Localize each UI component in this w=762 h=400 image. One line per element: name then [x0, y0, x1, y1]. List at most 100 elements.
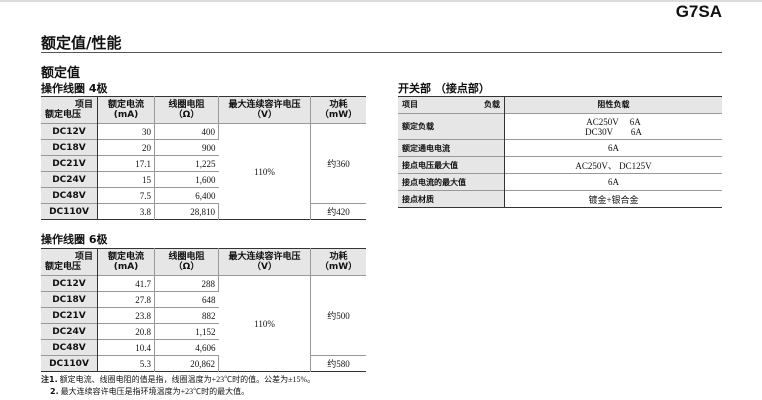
resistance-cell: 6,400 — [154, 187, 219, 204]
header-label: 额定电流 — [107, 252, 144, 262]
current-header: 额定电流 (mA) — [97, 248, 155, 276]
table-row: 额定负载 AC250V 6A DC30V 6A — [398, 113, 722, 140]
table-row: DC110V 3.8 28,810 约420 — [41, 203, 366, 220]
coil6-table: 项目 额定电压 额定电流 (mA) 线圈电阻 （Ω） 最大连续容许电压 （V） 功耗 （m… — [41, 248, 366, 372]
corner-voltage: 额定电压 — [45, 262, 82, 272]
header-unit: (mA) — [113, 110, 139, 120]
header-label: 功耗 — [329, 252, 348, 262]
item-cell: 接点材质 — [398, 190, 505, 208]
coil4-title: 操作线圈 4极 — [41, 82, 108, 95]
title-rule — [41, 52, 722, 53]
resistance-cell: 1,152 — [154, 323, 219, 340]
current-cell: 20 — [97, 139, 155, 156]
maxv-header: 最大连续容许电压 （V） — [218, 248, 311, 276]
note-text: 额定电流、线圈电阻的值是指，线圈温度为+23℃时的值。公差为±15%。 — [59, 375, 316, 384]
table-row: 接点材质 镀金+银合金 — [398, 190, 722, 208]
header-label: 线圈电阻 — [168, 252, 205, 262]
resistance-cell: 882 — [154, 307, 219, 324]
current-cell: 7.5 — [97, 187, 155, 204]
resistive-load-header: 阻性负载 — [504, 96, 722, 114]
power-header: 功耗 （mW） — [310, 248, 366, 276]
current-cell: 5.3 — [97, 355, 155, 372]
voltage-cell: DC110V — [41, 203, 98, 220]
model-name: G7SA — [675, 2, 722, 21]
header-label: 线圈电阻 — [168, 100, 205, 110]
table-row: DC48V 10.4 4,606 — [41, 339, 366, 356]
table-row: DC21V 17.1 1,225 — [41, 155, 366, 172]
header-unit: （mW） — [319, 110, 358, 120]
current-header: 额定电流 (mA) — [97, 96, 155, 124]
current-cell: 15 — [97, 171, 155, 188]
voltage-cell: DC12V — [41, 275, 98, 292]
power-cell: 约420 — [310, 203, 366, 220]
resistance-header: 线圈电阻 （Ω） — [154, 248, 219, 276]
voltage-cell: DC21V — [41, 307, 98, 324]
header-label: 最大连续容许电压 — [228, 100, 301, 110]
current-cell: 27.8 — [97, 291, 155, 308]
item-cell: 额定负载 — [398, 113, 505, 140]
table-row: DC24V 20.8 1,152 — [41, 323, 366, 340]
table-row: 接点电压最大值 AC250V、 DC125V — [398, 156, 722, 174]
current-cell: 20.8 — [97, 323, 155, 340]
table-row: DC110V 5.3 20,862 约580 — [41, 355, 366, 372]
header-unit: （Ω） — [173, 110, 200, 120]
voltage-cell: DC18V — [41, 139, 98, 156]
value-text: AC250V、 DC125V — [575, 160, 652, 171]
note-text: 最大连续容许电压是指环境温度为+23℃时的最大值。 — [60, 387, 250, 396]
power-cell: 约500 — [310, 275, 366, 356]
table-row: DC48V 7.5 6,400 — [41, 187, 366, 204]
coil6-title: 操作线圈 6极 — [41, 233, 108, 246]
value-cell: 6A — [504, 173, 722, 191]
corner-voltage: 额定电压 — [45, 110, 82, 120]
voltage-cell: DC24V — [41, 323, 98, 340]
table-row: DC12V 41.7 288 110% 约500 — [41, 275, 366, 372]
current-cell: 30 — [97, 123, 155, 140]
current-cell: 17.1 — [97, 155, 155, 172]
header-unit: (mA) — [113, 262, 139, 272]
resistance-cell: 900 — [154, 139, 219, 156]
table-row: DC18V 20 900 — [41, 139, 366, 156]
voltage-cell: DC21V — [41, 155, 98, 172]
resistance-cell: 400 — [154, 123, 219, 140]
power-cell: 约360 — [310, 123, 366, 204]
current-cell: 3.8 — [97, 203, 155, 220]
header-unit: （V） — [252, 110, 277, 120]
top-border — [0, 0, 762, 2]
switch-table: 项目 负载 阻性负载 额定负载 AC250V 6A DC30V 6A 额定通电电流 6A 接… — [398, 96, 722, 208]
voltage-cell: DC48V — [41, 339, 98, 356]
resistance-cell: 28,810 — [154, 203, 219, 220]
table-row: DC12V 30 400 110% 约360 — [41, 123, 366, 220]
power-header: 功耗 （mW） — [310, 96, 366, 124]
resistance-cell: 4,606 — [154, 339, 219, 356]
value-cell: 6A — [504, 139, 722, 157]
table-row: DC24V 15 1,600 — [41, 171, 366, 188]
voltage-cell: DC110V — [41, 355, 98, 372]
note-number: 注1. — [41, 375, 58, 384]
page-title: 额定值/性能 — [41, 34, 122, 52]
resistance-header: 线圈电阻 （Ω） — [154, 96, 219, 124]
maxv-cell: 110% — [218, 123, 311, 220]
voltage-cell: DC18V — [41, 291, 98, 308]
resistance-cell: 20,862 — [154, 355, 219, 372]
voltage-cell: DC24V — [41, 171, 98, 188]
value-text: 6A — [608, 177, 619, 187]
header-label: 功耗 — [329, 100, 348, 110]
resistance-cell: 648 — [154, 291, 219, 308]
header-label: 最大连续容许电压 — [228, 252, 301, 262]
load-label: 负载 — [484, 100, 500, 109]
item-cell: 接点电流的最大值 — [398, 173, 505, 191]
value-text: 镀金+银合金 — [588, 194, 639, 205]
value-cell: 镀金+银合金 — [504, 190, 722, 208]
note-2: 2. 最大连续容许电压是指环境温度为+23℃时的最大值。 — [50, 386, 249, 397]
table-row: DC21V 23.8 882 — [41, 307, 366, 324]
voltage-cell: DC48V — [41, 187, 98, 204]
item-cell: 额定通电电流 — [398, 139, 505, 157]
maxv-cell: 110% — [218, 275, 311, 372]
current-cell: 41.7 — [97, 275, 155, 292]
power-cell: 约580 — [310, 355, 366, 372]
header-unit: （mW） — [319, 262, 358, 272]
current-cell: 23.8 — [97, 307, 155, 324]
resistance-cell: 288 — [154, 275, 219, 292]
value-cell: AC250V、 DC125V — [504, 156, 722, 174]
header-unit: （V） — [252, 262, 277, 272]
